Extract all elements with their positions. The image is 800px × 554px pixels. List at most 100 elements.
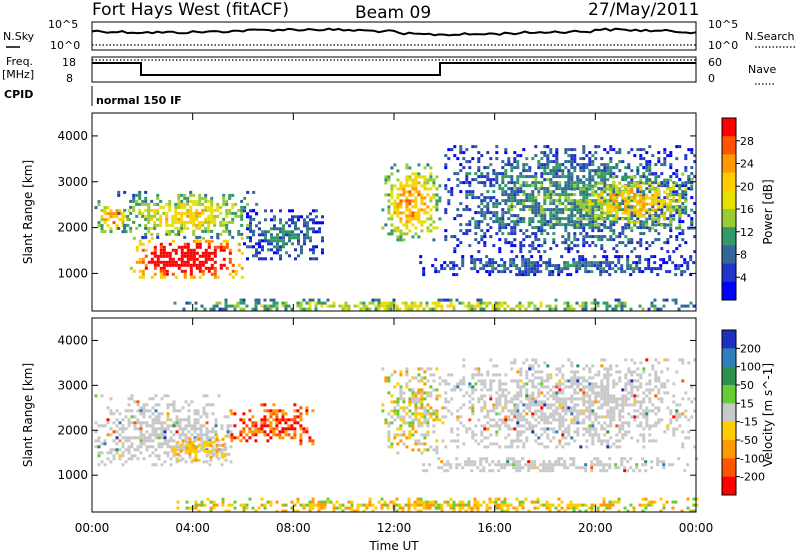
- range-gate-cell: [402, 238, 406, 242]
- range-gate-cell: [154, 403, 158, 407]
- range-gate-cell: [575, 264, 579, 268]
- range-gate-cell: [668, 463, 672, 467]
- range-gate-cell: [507, 199, 511, 203]
- range-gate-cell: [459, 148, 463, 152]
- range-gate-cell: [191, 443, 195, 447]
- range-gate-cell: [138, 211, 142, 215]
- range-gate-cell: [189, 211, 193, 215]
- range-gate-cell: [513, 379, 517, 383]
- range-gate-cell: [618, 151, 622, 155]
- range-gate-cell: [145, 430, 149, 434]
- range-gate-cell: [207, 214, 211, 218]
- range-gate-cell: [528, 166, 532, 170]
- range-gate-cell: [501, 409, 505, 413]
- range-gate-cell: [261, 230, 264, 234]
- range-gate-cell: [518, 270, 522, 274]
- range-gate-cell: [312, 221, 315, 225]
- range-gate-cell: [252, 190, 256, 194]
- range-gate-cell: [202, 394, 206, 398]
- range-gate-cell: [276, 248, 279, 252]
- range-gate-cell: [635, 267, 639, 271]
- range-gate-cell: [411, 172, 415, 176]
- range-gate-cell: [201, 208, 205, 212]
- range-gate-cell: [393, 163, 397, 167]
- range-gate-cell: [552, 214, 556, 218]
- range-gate-cell: [497, 307, 501, 311]
- range-gate-cell: [148, 439, 152, 443]
- range-gate-cell: [219, 242, 223, 246]
- range-gate-cell: [632, 261, 636, 265]
- range-gate-cell: [420, 202, 424, 206]
- range-gate-cell: [656, 267, 660, 271]
- range-gate-cell: [588, 412, 592, 416]
- range-gate-cell: [210, 214, 214, 218]
- freq-line: [92, 62, 696, 76]
- range-gate-cell: [594, 430, 598, 434]
- range-gate-cell: [666, 178, 670, 182]
- range-gate-cell: [163, 436, 167, 440]
- range-gate-cell: [642, 220, 646, 224]
- range-gate-cell: [573, 193, 577, 197]
- range-gate-cell: [211, 445, 215, 449]
- range-gate-cell: [467, 460, 471, 464]
- range-gate-cell: [204, 257, 208, 261]
- range-gate-cell: [106, 451, 110, 455]
- range-gate-cell: [662, 261, 666, 265]
- range-gate-cell: [591, 178, 595, 182]
- range-gate-cell: [408, 400, 412, 404]
- range-gate-cell: [231, 193, 235, 197]
- range-gate-cell: [663, 205, 667, 209]
- range-gate-cell: [425, 301, 429, 305]
- range-gate-cell: [603, 184, 607, 188]
- range-gate-cell: [597, 421, 601, 425]
- range-gate-cell: [213, 217, 217, 221]
- range-gate-cell: [522, 181, 526, 185]
- range-gate-cell: [178, 427, 182, 431]
- range-gate-cell: [600, 229, 604, 233]
- range-gate-cell: [606, 376, 610, 380]
- range-gate-cell: [528, 169, 532, 173]
- range-gate-cell: [543, 187, 547, 191]
- range-gate-cell: [411, 211, 415, 215]
- range-gate-cell: [186, 196, 190, 200]
- range-gate-cell: [621, 241, 625, 245]
- range-gate-cell: [582, 403, 586, 407]
- range-gate-cell: [217, 394, 221, 398]
- range-gate-cell: [561, 391, 565, 395]
- range-gate-cell: [579, 205, 583, 209]
- range-gate-cell: [546, 187, 550, 191]
- range-gate-cell: [173, 446, 177, 450]
- range-gate-cell: [549, 196, 553, 200]
- range-gate-cell: [396, 433, 400, 437]
- range-gate-cell: [684, 205, 688, 209]
- range-gate-cell: [660, 199, 664, 203]
- range-gate-cell: [551, 466, 555, 470]
- range-gate-cell: [200, 440, 204, 444]
- range-gate-cell: [486, 202, 490, 206]
- range-gate-cell: [678, 199, 682, 203]
- range-gate-cell: [546, 406, 550, 410]
- range-gate-cell: [582, 223, 586, 227]
- range-gate-cell: [606, 385, 610, 389]
- range-gate-cell: [570, 379, 574, 383]
- range-gate-cell: [272, 430, 276, 434]
- range-gate-cell: [142, 457, 146, 461]
- range-gate-cell: [459, 190, 463, 194]
- range-gate-cell: [130, 457, 134, 461]
- range-gate-cell: [162, 211, 166, 215]
- range-gate-cell: [219, 245, 223, 249]
- range-gate-cell: [575, 267, 579, 271]
- range-gate-cell: [189, 217, 193, 221]
- range-gate-cell: [166, 424, 170, 428]
- range-gate-cell: [112, 430, 116, 434]
- range-gate-cell: [293, 403, 297, 407]
- range-gate-cell: [621, 394, 625, 398]
- range-gate-cell: [567, 169, 571, 173]
- range-gate-cell: [495, 412, 499, 416]
- range-gate-cell: [154, 463, 158, 467]
- range-gate-cell: [611, 267, 615, 271]
- range-gate-cell: [186, 254, 190, 258]
- range-gate-cell: [495, 406, 499, 410]
- range-gate-cell: [591, 442, 595, 446]
- range-gate-cell: [510, 181, 514, 185]
